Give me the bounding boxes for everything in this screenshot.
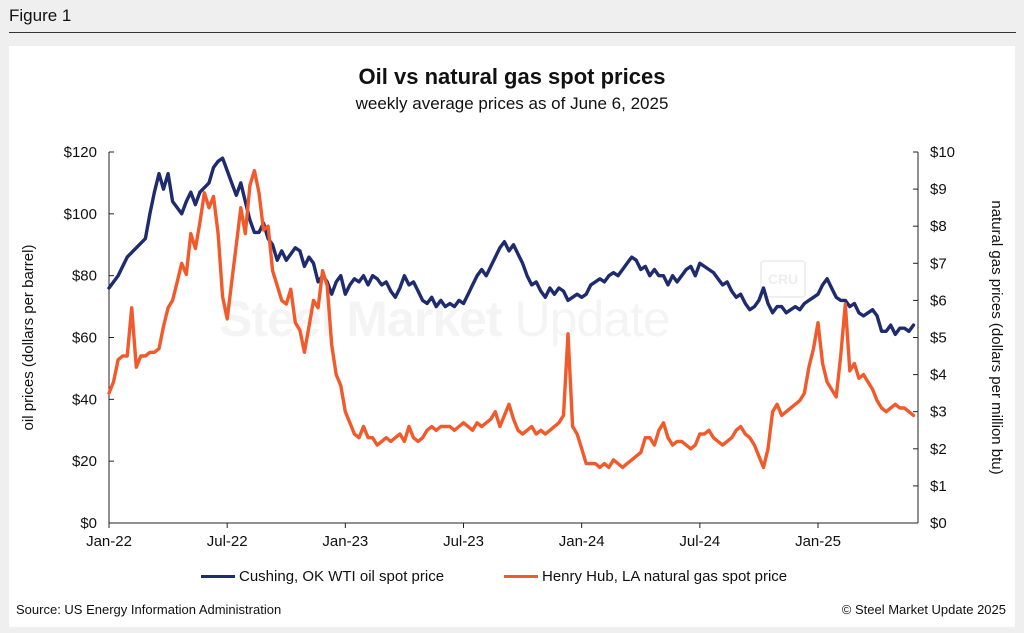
legend-item-oil: Cushing, OK WTI oil spot price — [201, 568, 444, 585]
x-tick-label: Jan-23 — [322, 533, 368, 550]
y-axis-right-title: natural gas prices (dollars per million … — [988, 200, 1005, 474]
x-tick-label: Jan-25 — [795, 533, 841, 550]
legend-label-gas: Henry Hub, LA natural gas spot price — [542, 568, 788, 585]
copyright-note: © Steel Market Update 2025 — [841, 602, 1006, 617]
watermark-logo: CRU — [760, 260, 806, 298]
chart-title: Oil vs natural gas spot prices — [358, 64, 666, 89]
legend-item-gas: Henry Hub, LA natural gas spot price — [504, 568, 787, 585]
figure-label: Figure 1 — [9, 6, 72, 25]
y-left-tick-label: $60 — [72, 330, 97, 347]
legend-label-oil: Cushing, OK WTI oil spot price — [239, 568, 445, 585]
legend-swatch-oil — [201, 575, 235, 578]
y-left-tick-label: $0 — [80, 515, 97, 532]
y-right-tick-label: $7 — [930, 255, 947, 272]
x-tick-label: Jan-24 — [559, 533, 605, 550]
watermark-light: Update — [502, 291, 670, 347]
y-axis-left-title: oil prices (dollars per barrel) — [20, 245, 37, 431]
y-right-tick-label: $0 — [930, 515, 947, 532]
x-tick-label: Jul-24 — [679, 533, 720, 550]
x-tick-label: Jan-22 — [86, 533, 132, 550]
y-right-tick-label: $3 — [930, 404, 947, 421]
legend-swatch-gas — [504, 575, 538, 578]
y-left-tick-label: $20 — [72, 453, 97, 470]
source-note: Source: US Energy Information Administra… — [16, 602, 282, 617]
y-right-tick-label: $6 — [930, 292, 947, 309]
y-right-tick-label: $2 — [930, 441, 947, 458]
y-left-tick-label: $100 — [64, 206, 97, 223]
x-tick-label: Jul-22 — [207, 533, 248, 550]
chart-subtitle: weekly average prices as of June 6, 2025 — [355, 94, 669, 113]
y-left-tick-label: $80 — [72, 268, 97, 285]
y-right-tick-label: $9 — [930, 181, 947, 198]
watermark: Steel Market Update — [219, 290, 671, 348]
y-right-tick-label: $1 — [930, 478, 947, 495]
figure-divider — [9, 32, 1016, 33]
y-left-tick-label: $40 — [72, 391, 97, 408]
y-left-tick-label: $120 — [64, 144, 97, 161]
y-right-tick-label: $4 — [930, 367, 947, 384]
series-line-gas — [107, 168, 916, 470]
y-right-tick-label: $5 — [930, 330, 947, 347]
y-right-tick-label: $8 — [930, 218, 947, 235]
y-right-tick-label: $10 — [930, 144, 955, 161]
x-tick-label: Jul-23 — [443, 533, 484, 550]
watermark-bold: Steel Market — [219, 291, 503, 347]
series-line-oil — [107, 156, 916, 337]
